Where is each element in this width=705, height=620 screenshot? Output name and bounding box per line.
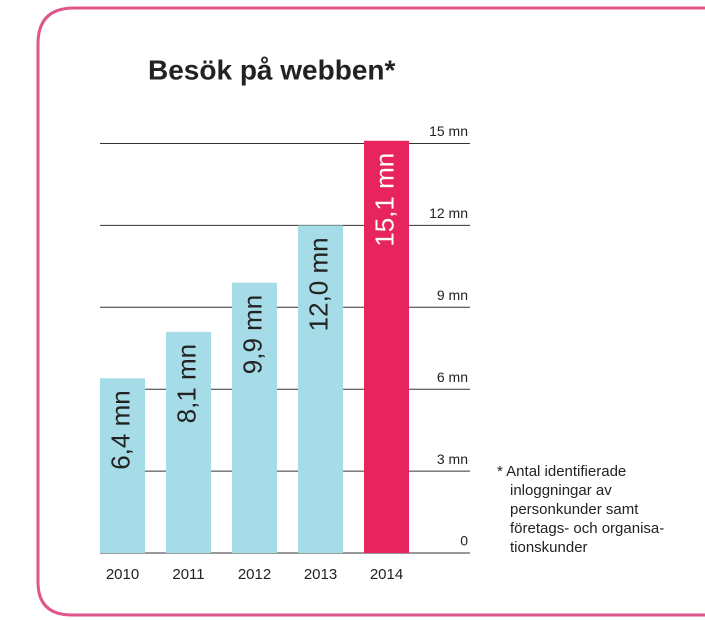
y-tick-label: 9 mn bbox=[437, 287, 468, 303]
footnote: personkunder samt bbox=[510, 501, 639, 518]
bar bbox=[166, 331, 211, 553]
y-tick-label: 3 mn bbox=[437, 451, 468, 467]
value-label: 6,4 mn bbox=[105, 390, 135, 470]
footnote: tionskunder bbox=[510, 539, 588, 556]
value-label: 8,1 mn bbox=[171, 344, 201, 424]
x-tick-label: 2010 bbox=[106, 566, 139, 583]
footnote: inloggningar av bbox=[510, 482, 612, 499]
y-tick-label: 0 bbox=[460, 533, 468, 549]
y-tick-label: 15 mn bbox=[429, 123, 468, 139]
bar bbox=[100, 378, 145, 553]
x-tick-label: 2012 bbox=[238, 566, 271, 583]
value-label: 15,1 mn bbox=[369, 153, 399, 247]
x-tick-label: 2014 bbox=[370, 566, 403, 583]
card-border bbox=[36, 6, 705, 617]
x-tick-label: 2013 bbox=[304, 566, 337, 583]
y-tick-label: 6 mn bbox=[437, 369, 468, 385]
footnote: företags- och organisa- bbox=[510, 520, 664, 537]
bar bbox=[364, 140, 409, 553]
footnote: * Antal identifierade bbox=[497, 463, 626, 480]
x-tick-label: 2011 bbox=[172, 566, 204, 583]
chart-title: Besök på webben* bbox=[148, 54, 396, 85]
value-label: 12,0 mn bbox=[303, 237, 333, 331]
value-label: 9,9 mn bbox=[237, 295, 267, 375]
y-tick-label: 12 mn bbox=[429, 205, 468, 221]
bar bbox=[298, 225, 343, 553]
bar bbox=[232, 282, 277, 553]
